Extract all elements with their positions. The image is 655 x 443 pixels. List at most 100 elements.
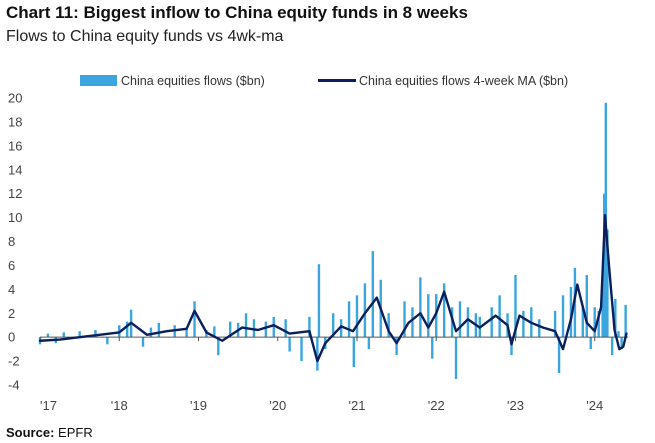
flow-bar <box>228 321 232 338</box>
flow-bar <box>193 301 196 338</box>
y-tick-label: 12 <box>8 186 22 201</box>
x-tick-label: '17 <box>40 398 57 413</box>
flow-bar <box>614 298 617 338</box>
ma-line <box>38 213 628 363</box>
y-tick-label: 0 <box>8 330 15 345</box>
flow-bar <box>217 337 220 356</box>
flow-bar <box>244 313 248 338</box>
x-tick-label: '24 <box>586 398 603 413</box>
flow-bar <box>581 307 585 338</box>
flow-bar <box>589 337 592 350</box>
flow-bar <box>601 289 604 338</box>
chart-subtitle: Flows to China equity funds vs 4wk-ma <box>6 28 284 45</box>
flow-bar <box>288 337 291 352</box>
flow-bar <box>603 193 606 338</box>
flow-bar <box>125 321 129 338</box>
flow-bar <box>514 274 517 338</box>
y-tick-label: 16 <box>8 138 22 153</box>
flow-bar <box>466 307 470 338</box>
y-tick-label: -4 <box>8 378 20 393</box>
flow-bar <box>347 301 351 338</box>
flow-bar <box>419 277 422 338</box>
legend-label-bars: China equities flows ($bn) <box>121 74 265 88</box>
flow-bar <box>46 333 50 338</box>
flow-bar <box>403 301 406 338</box>
flow-bar <box>617 331 620 338</box>
flow-bar <box>395 337 398 356</box>
flow-bar <box>387 313 390 338</box>
flow-bar <box>316 337 319 371</box>
y-tick-label: 2 <box>8 306 15 321</box>
y-tick-label: 4 <box>8 282 15 297</box>
x-tick-label: '22 <box>428 398 445 413</box>
flow-bar <box>355 295 359 338</box>
flow-bar <box>352 337 356 368</box>
flow-bar <box>106 337 109 345</box>
flow-bar <box>317 264 321 338</box>
flow-bar <box>363 283 367 338</box>
flow-bar <box>371 251 375 338</box>
flow-bar <box>522 310 525 338</box>
legend: China equities flows ($bn) China equitie… <box>80 74 568 88</box>
flow-bar <box>553 310 557 338</box>
x-tick-label: '18 <box>111 398 128 413</box>
flow-bar <box>284 319 287 338</box>
flow-bar <box>411 307 414 338</box>
flow-bar <box>367 337 371 350</box>
flow-bar <box>264 321 268 338</box>
flow-bar <box>498 295 501 338</box>
chart-title: Chart 11: Biggest inflow to China equity… <box>6 3 468 22</box>
flow-bar <box>585 274 588 338</box>
flow-bar <box>308 316 311 338</box>
flow-bar <box>213 326 216 338</box>
y-tick-label: -2 <box>8 354 20 369</box>
source-text: EPFR <box>58 425 93 440</box>
flow-bar <box>557 337 561 374</box>
flow-bar <box>490 307 493 338</box>
flow-bar <box>149 327 153 338</box>
flow-bar <box>538 319 541 338</box>
source-note: Source: EPFR <box>6 425 93 440</box>
flow-bar <box>185 327 188 338</box>
flow-bar <box>458 301 462 338</box>
y-tick-label: 8 <box>8 234 15 249</box>
flow-bar <box>442 283 446 338</box>
flow-bar <box>450 307 454 338</box>
ma-series <box>38 213 628 363</box>
flow-bar <box>593 307 596 338</box>
flow-bar <box>569 286 573 338</box>
flow-bar <box>510 337 513 356</box>
flow-bar <box>610 337 614 356</box>
flow-bar <box>606 229 609 338</box>
flow-bar <box>272 316 275 338</box>
y-tick-label: 10 <box>8 210 22 225</box>
flow-bar <box>561 295 565 338</box>
flow-bar <box>431 337 434 359</box>
y-tick-label: 20 <box>8 91 22 106</box>
flow-bar <box>300 337 303 362</box>
flow-bar <box>157 322 161 338</box>
legend-label-line: China equities flows 4-week MA ($bn) <box>359 74 568 88</box>
y-tick-label: 18 <box>8 114 22 129</box>
flow-bar <box>620 337 623 350</box>
flow-bar <box>78 331 81 338</box>
flow-bar <box>454 337 458 380</box>
x-tick-label: '23 <box>507 398 524 413</box>
flow-bar <box>427 294 430 338</box>
flows-chart: China equities flows ($bn) China equitie… <box>8 74 628 413</box>
flow-bar <box>339 319 343 338</box>
flow-bar <box>94 329 97 338</box>
flow-bar <box>597 310 600 338</box>
y-tick-label: 14 <box>8 162 22 177</box>
y-tick-label: 6 <box>8 258 15 273</box>
x-tick-label: '21 <box>349 398 366 413</box>
flow-bar <box>332 313 335 338</box>
x-tick-label: '20 <box>269 398 286 413</box>
legend-swatch-bars <box>80 75 117 86</box>
flow-bar <box>624 304 627 338</box>
flow-bar <box>62 332 65 338</box>
x-tick-label: '19 <box>190 398 207 413</box>
source-label: Source: <box>6 425 55 440</box>
flow-bar <box>141 337 145 347</box>
